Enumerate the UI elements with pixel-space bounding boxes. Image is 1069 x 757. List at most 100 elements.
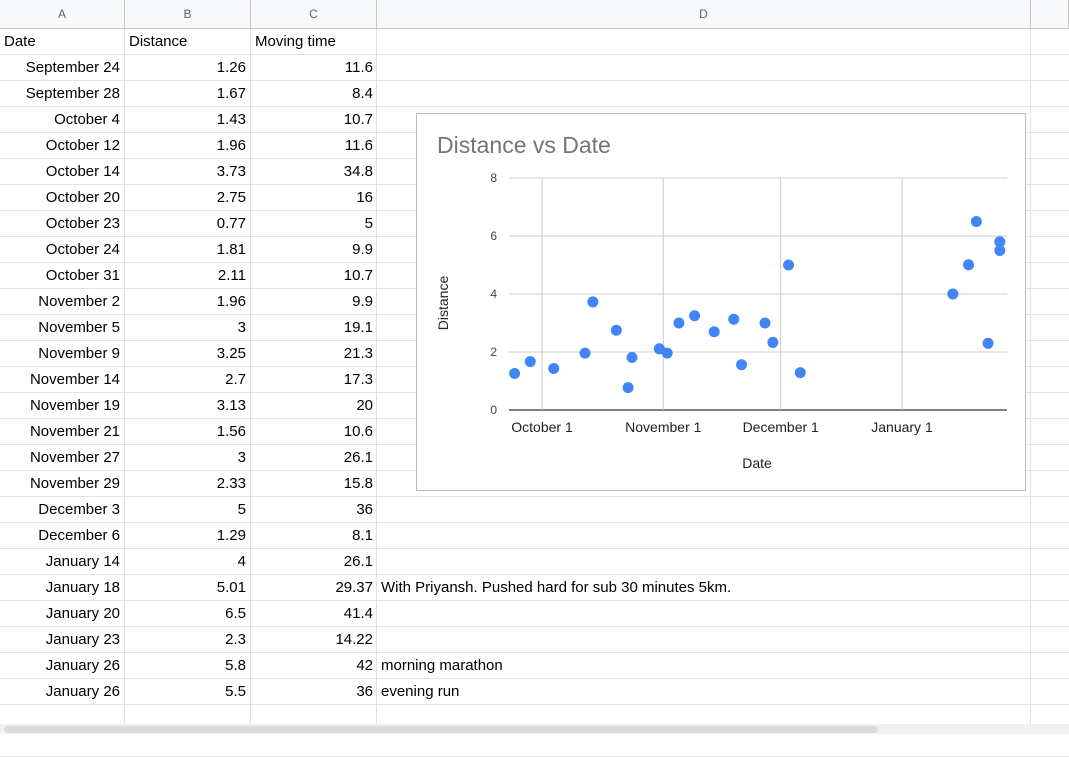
data-point[interactable] bbox=[994, 245, 1005, 256]
distance-cell[interactable]: 3.13 bbox=[125, 393, 250, 418]
data-point[interactable] bbox=[689, 310, 700, 321]
distance-cell[interactable]: 6.5 bbox=[125, 601, 250, 626]
distance-cell[interactable]: 1.96 bbox=[125, 289, 250, 314]
distance-cell[interactable]: 5.01 bbox=[125, 575, 250, 600]
data-point[interactable] bbox=[611, 325, 622, 336]
date-cell[interactable]: September 28 bbox=[0, 81, 124, 106]
date-cell[interactable]: October 14 bbox=[0, 159, 124, 184]
distance-cell[interactable]: 1.29 bbox=[125, 523, 250, 548]
moving-time-cell[interactable]: 11.6 bbox=[251, 55, 377, 80]
date-cell[interactable]: January 26 bbox=[0, 653, 124, 678]
distance-cell[interactable]: 1.81 bbox=[125, 237, 250, 262]
date-cell[interactable]: January 14 bbox=[0, 549, 124, 574]
data-point[interactable] bbox=[971, 216, 982, 227]
header-cell-moving-time[interactable]: Moving time bbox=[251, 29, 377, 54]
date-cell[interactable]: November 2 bbox=[0, 289, 124, 314]
data-point[interactable] bbox=[983, 338, 994, 349]
horizontal-scrollbar[interactable] bbox=[0, 724, 1069, 734]
data-point[interactable] bbox=[783, 260, 794, 271]
moving-time-cell[interactable]: 17.3 bbox=[251, 367, 377, 392]
data-point[interactable] bbox=[728, 314, 739, 325]
moving-time-cell[interactable]: 8.4 bbox=[251, 81, 377, 106]
distance-cell[interactable]: 1.56 bbox=[125, 419, 250, 444]
distance-cell[interactable]: 2.33 bbox=[125, 471, 250, 496]
moving-time-cell[interactable]: 11.6 bbox=[251, 133, 377, 158]
moving-time-cell[interactable]: 15.8 bbox=[251, 471, 377, 496]
date-cell[interactable]: December 6 bbox=[0, 523, 124, 548]
data-point[interactable] bbox=[673, 318, 684, 329]
date-cell[interactable]: November 21 bbox=[0, 419, 124, 444]
data-point[interactable] bbox=[623, 382, 634, 393]
moving-time-cell[interactable]: 34.8 bbox=[251, 159, 377, 184]
column-header-c[interactable]: C bbox=[251, 0, 377, 29]
data-point[interactable] bbox=[580, 348, 591, 359]
moving-time-cell[interactable]: 21.3 bbox=[251, 341, 377, 366]
scatter-chart[interactable]: Distance vs Date 0 2 4 6 8 October 1 November… bbox=[416, 113, 1026, 491]
moving-time-cell[interactable]: 16 bbox=[251, 185, 377, 210]
distance-cell[interactable]: 2.11 bbox=[125, 263, 250, 288]
date-cell[interactable]: November 27 bbox=[0, 445, 124, 470]
note-cell[interactable]: evening run bbox=[377, 679, 1067, 704]
distance-cell[interactable]: 0.77 bbox=[125, 211, 250, 236]
moving-time-cell[interactable]: 8.1 bbox=[251, 523, 377, 548]
column-header-b[interactable]: B bbox=[125, 0, 251, 29]
date-cell[interactable]: October 4 bbox=[0, 107, 124, 132]
data-point[interactable] bbox=[795, 367, 806, 378]
data-point[interactable] bbox=[662, 348, 673, 359]
data-point[interactable] bbox=[525, 356, 536, 367]
header-cell-date[interactable]: Date bbox=[0, 29, 125, 54]
column-header-blank[interactable] bbox=[1031, 0, 1069, 29]
moving-time-cell[interactable]: 26.1 bbox=[251, 445, 377, 470]
data-point[interactable] bbox=[760, 318, 771, 329]
moving-time-cell[interactable]: 29.37 bbox=[251, 575, 377, 600]
date-cell[interactable]: November 9 bbox=[0, 341, 124, 366]
date-cell[interactable]: January 18 bbox=[0, 575, 124, 600]
distance-cell[interactable]: 5.5 bbox=[125, 679, 250, 704]
distance-cell[interactable]: 1.26 bbox=[125, 55, 250, 80]
moving-time-cell[interactable]: 20 bbox=[251, 393, 377, 418]
distance-cell[interactable]: 1.43 bbox=[125, 107, 250, 132]
date-cell[interactable]: December 3 bbox=[0, 497, 124, 522]
moving-time-cell[interactable]: 36 bbox=[251, 497, 377, 522]
column-header-d[interactable]: D bbox=[377, 0, 1031, 29]
distance-cell[interactable]: 5 bbox=[125, 497, 250, 522]
distance-cell[interactable]: 3 bbox=[125, 445, 250, 470]
moving-time-cell[interactable]: 9.9 bbox=[251, 237, 377, 262]
date-cell[interactable]: October 20 bbox=[0, 185, 124, 210]
data-point[interactable] bbox=[709, 326, 720, 337]
distance-cell[interactable]: 3.73 bbox=[125, 159, 250, 184]
date-cell[interactable]: January 20 bbox=[0, 601, 124, 626]
distance-cell[interactable]: 2.75 bbox=[125, 185, 250, 210]
moving-time-cell[interactable]: 26.1 bbox=[251, 549, 377, 574]
note-cell[interactable]: With Priyansh. Pushed hard for sub 30 mi… bbox=[377, 575, 1067, 600]
note-cell[interactable]: morning marathon bbox=[377, 653, 1067, 678]
data-point[interactable] bbox=[767, 337, 778, 348]
date-cell[interactable]: November 14 bbox=[0, 367, 124, 392]
date-cell[interactable]: January 26 bbox=[0, 679, 124, 704]
date-cell[interactable]: October 12 bbox=[0, 133, 124, 158]
moving-time-cell[interactable]: 10.7 bbox=[251, 263, 377, 288]
date-cell[interactable]: October 23 bbox=[0, 211, 124, 236]
distance-cell[interactable]: 4 bbox=[125, 549, 250, 574]
date-cell[interactable]: October 24 bbox=[0, 237, 124, 262]
data-point[interactable] bbox=[947, 289, 958, 300]
moving-time-cell[interactable]: 41.4 bbox=[251, 601, 377, 626]
distance-cell[interactable]: 2.3 bbox=[125, 627, 250, 652]
data-point[interactable] bbox=[627, 352, 638, 363]
distance-cell[interactable]: 1.67 bbox=[125, 81, 250, 106]
moving-time-cell[interactable]: 10.6 bbox=[251, 419, 377, 444]
moving-time-cell[interactable]: 9.9 bbox=[251, 289, 377, 314]
distance-cell[interactable]: 3 bbox=[125, 315, 250, 340]
data-point[interactable] bbox=[587, 296, 598, 307]
moving-time-cell[interactable]: 19.1 bbox=[251, 315, 377, 340]
data-point[interactable] bbox=[736, 359, 747, 370]
distance-cell[interactable]: 1.96 bbox=[125, 133, 250, 158]
distance-cell[interactable]: 3.25 bbox=[125, 341, 250, 366]
distance-cell[interactable]: 2.7 bbox=[125, 367, 250, 392]
date-cell[interactable]: November 19 bbox=[0, 393, 124, 418]
date-cell[interactable]: October 31 bbox=[0, 263, 124, 288]
date-cell[interactable]: January 23 bbox=[0, 627, 124, 652]
moving-time-cell[interactable]: 42 bbox=[251, 653, 377, 678]
data-point[interactable] bbox=[963, 259, 974, 270]
column-header-a[interactable]: A bbox=[0, 0, 125, 29]
